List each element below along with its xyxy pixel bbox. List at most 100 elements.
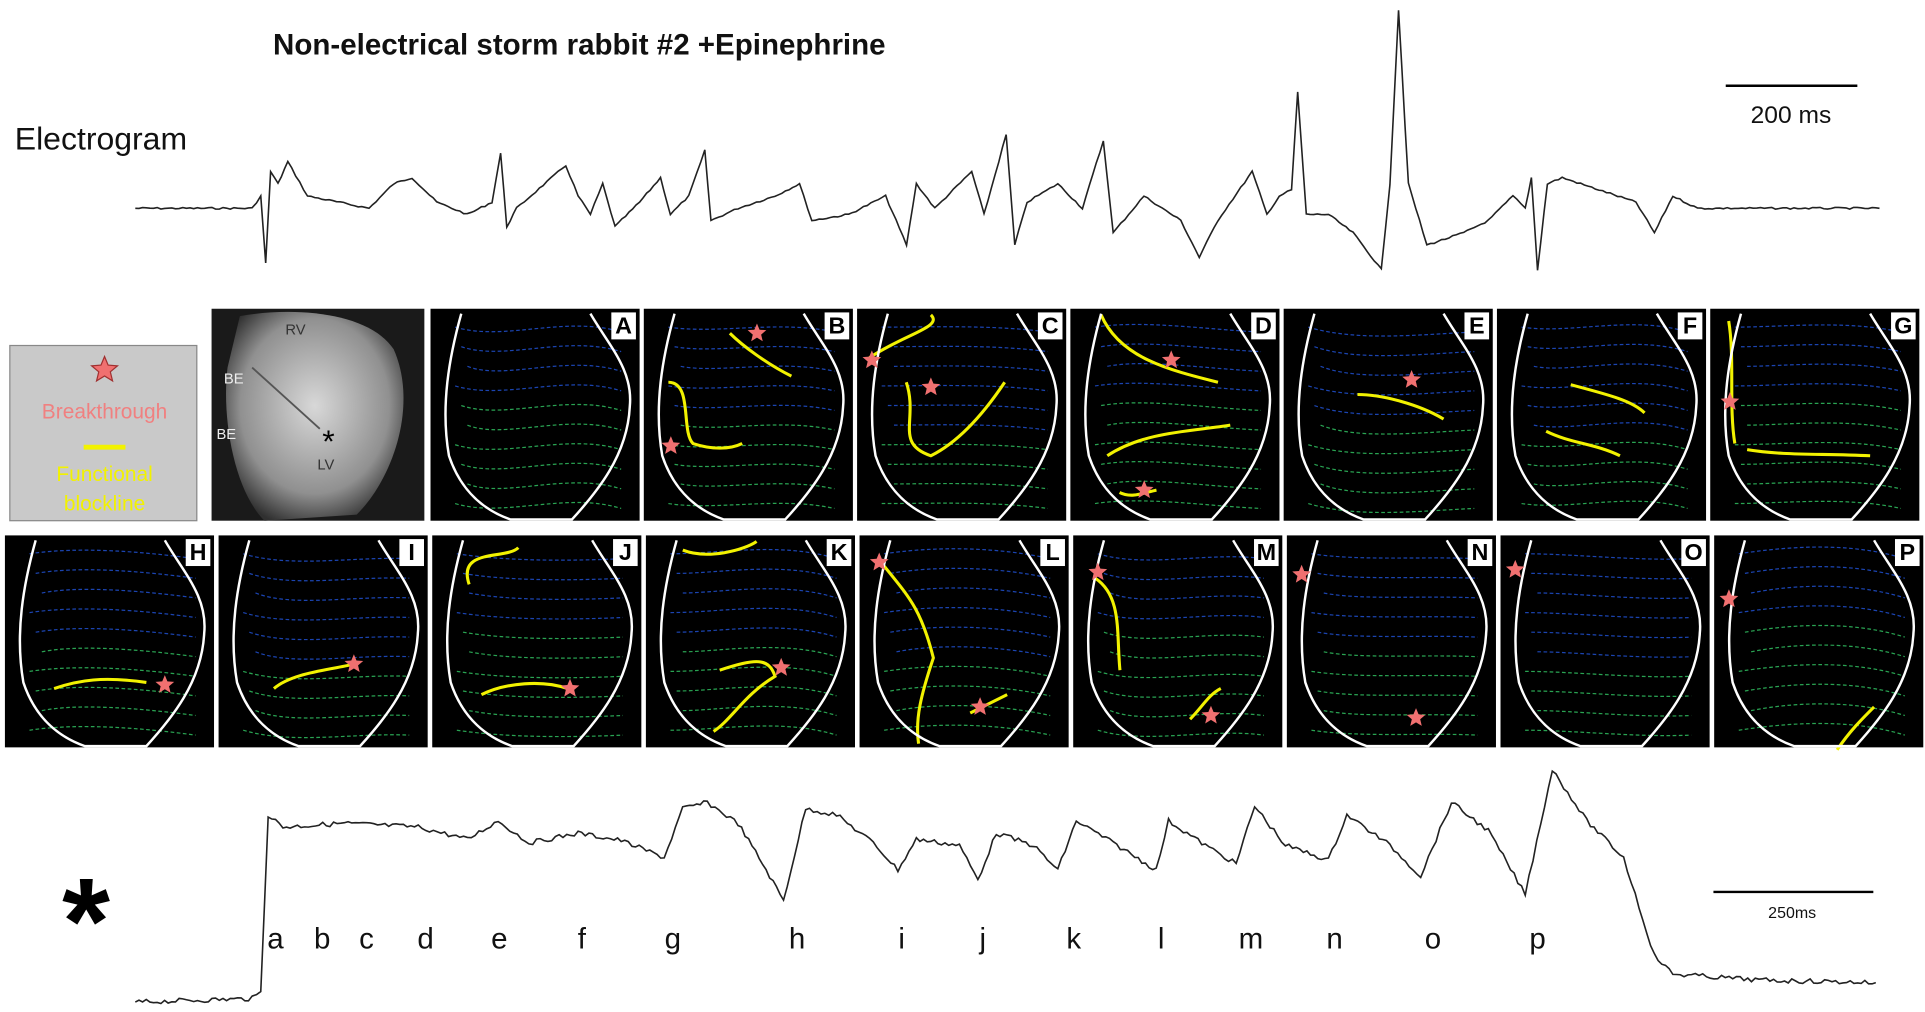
isochrone (1317, 690, 1478, 697)
isochrone (674, 345, 835, 353)
isochrone (1537, 592, 1692, 599)
isochrone (893, 482, 1048, 490)
beat-label: o (1425, 923, 1441, 956)
isochrone (1527, 402, 1688, 412)
map-panel: O (1500, 535, 1710, 748)
isochrone (674, 404, 835, 412)
map-panel: D (1070, 308, 1280, 521)
heart-photo: RV BE BE LV * (211, 308, 425, 521)
isochrone (676, 627, 837, 638)
isochrone (1320, 365, 1475, 376)
isochrone (1537, 709, 1692, 717)
isochrone (890, 567, 1051, 579)
isochrone (1734, 500, 1902, 510)
map-panel: I (218, 535, 428, 748)
beat-label: n (1326, 923, 1342, 956)
panel-letter-box (1467, 539, 1493, 567)
breakthrough-star (921, 377, 941, 396)
electrogram-label: Electrogram (15, 120, 187, 156)
panel-letter: I (408, 539, 414, 565)
photo-label: BE (224, 372, 244, 388)
isochrone (456, 729, 623, 738)
isochrone (674, 463, 835, 470)
panel-letter: O (1685, 539, 1703, 565)
isochrone (1525, 729, 1692, 737)
isochrone (1311, 553, 1478, 560)
isochrone (1314, 463, 1475, 474)
isochrone (243, 612, 410, 621)
isochrone (29, 608, 196, 619)
isochrone (35, 686, 196, 697)
panel-letter-box (824, 312, 850, 340)
isochrone (255, 651, 410, 660)
isochrone (881, 502, 1048, 510)
beat-label: b (314, 923, 330, 956)
isochrone (461, 462, 622, 470)
isochrone (1094, 500, 1262, 510)
isochrone (469, 592, 623, 600)
isochrone (1308, 326, 1475, 337)
isochrone (1311, 729, 1478, 736)
isochrone (243, 553, 410, 562)
isochrone (1323, 710, 1478, 717)
isochrone (884, 548, 1051, 560)
isochrone (1109, 710, 1264, 718)
map-panel: N (1286, 535, 1496, 748)
panel-letter: M (1257, 539, 1276, 565)
photo-label: LV (317, 457, 334, 473)
isochrone (1103, 690, 1264, 698)
panel-letter: J (619, 539, 632, 565)
isochrone (668, 326, 835, 333)
isochrone (676, 568, 837, 579)
isochrone (1097, 729, 1264, 737)
isochrone (456, 611, 623, 620)
isochrone (884, 665, 1051, 677)
isochrone (670, 666, 837, 677)
activation-maps: A B C D E F G H I J K L M N O P (4, 308, 1924, 751)
heart-outline (444, 313, 632, 521)
isochrone (890, 685, 1051, 697)
beat-label: e (491, 923, 507, 956)
isochrone (1738, 722, 1906, 736)
block-line (668, 332, 793, 450)
isochrone (893, 365, 1048, 372)
isochrone (884, 724, 1051, 736)
panel-letter-box (1677, 312, 1703, 340)
block-line (465, 546, 569, 697)
isochrone (456, 553, 623, 561)
heart-outline (1510, 313, 1698, 521)
isochrone (255, 592, 410, 601)
block-line (1094, 577, 1222, 721)
panel-letter: C (1042, 312, 1059, 338)
isochrone (255, 710, 410, 719)
isochrone (454, 443, 622, 451)
isochrone (682, 588, 837, 599)
isochrone (680, 483, 835, 490)
isochrone (1738, 664, 1906, 677)
panel-letter-box (185, 539, 211, 567)
beat-label: l (1158, 923, 1165, 956)
heart-outline (1300, 539, 1488, 748)
isochrone (1317, 631, 1478, 638)
isochrone (1527, 461, 1688, 470)
isochrone (1525, 611, 1692, 619)
isochrone (35, 569, 196, 579)
breakthrough-star (747, 323, 767, 342)
map-bg (1070, 308, 1280, 521)
isochrone (462, 631, 623, 640)
isochrone (461, 345, 622, 353)
isochrone (1109, 592, 1264, 600)
panel-letter: F (1683, 312, 1697, 338)
panel-letter-box (1037, 312, 1063, 340)
panel-letter: N (1472, 539, 1489, 565)
isochrone (1308, 444, 1475, 455)
isochrone (243, 729, 410, 739)
isochrone (41, 647, 196, 658)
panel-letter-box (826, 539, 852, 567)
isochrone (1107, 421, 1262, 431)
isochrone (1740, 343, 1902, 353)
heart-outline (870, 313, 1058, 521)
breakthrough-star (155, 675, 175, 693)
breakthrough-star (1088, 562, 1108, 581)
isochrone (680, 424, 835, 431)
